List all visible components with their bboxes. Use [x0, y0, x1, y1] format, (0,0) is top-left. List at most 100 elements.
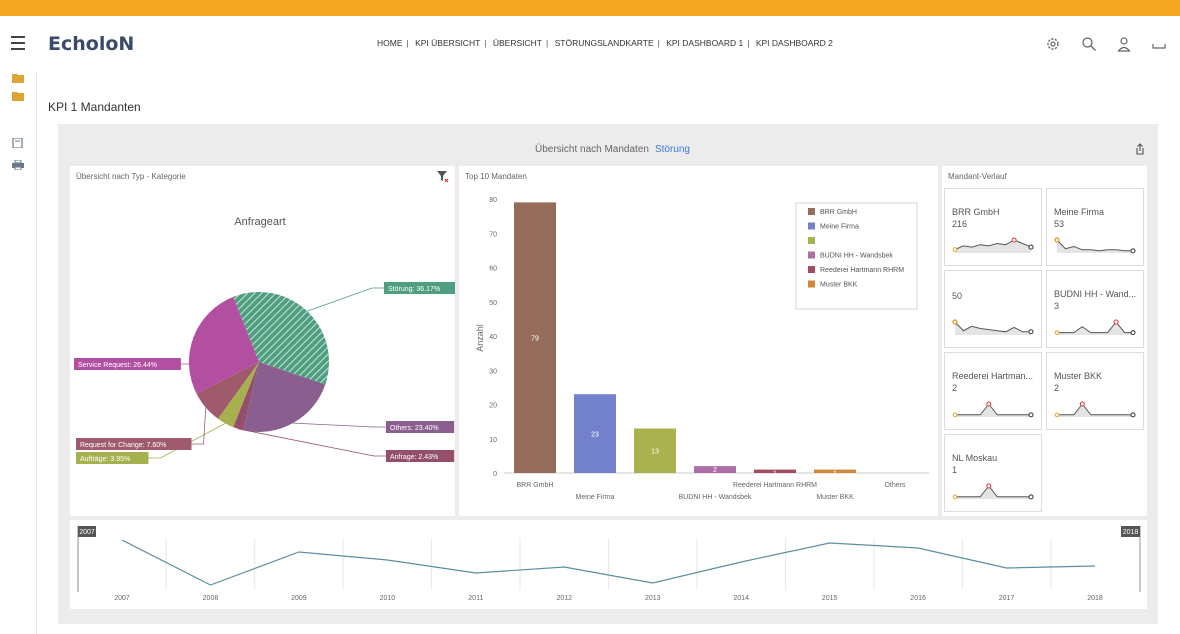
pie-slice-label: Others: 23.40% [390, 425, 439, 432]
sparkline-area [955, 240, 1031, 253]
bar-y-tick: 30 [489, 368, 497, 375]
sparkline-tile[interactable]: Reederei Hartman... 2 [944, 352, 1042, 430]
legend-label[interactable]: BUDNI HH - Wandsbek [820, 253, 893, 260]
sparkline-start-marker [1054, 412, 1060, 418]
sparkline-start-marker [952, 319, 958, 325]
expand-icon[interactable] [1151, 36, 1167, 52]
bar[interactable] [814, 469, 856, 473]
sparkline-name: BRR GmbH [952, 207, 1000, 217]
sparkline-tile[interactable]: Muster BKK 2 [1046, 352, 1144, 430]
sparkline-tile[interactable]: BRR GmbH 216 [944, 188, 1042, 266]
pie-slice[interactable] [233, 362, 259, 431]
sparkline-chart [952, 319, 1034, 335]
filter-link[interactable]: Störung [654, 144, 690, 155]
user-icon[interactable] [1116, 36, 1132, 52]
sparkline-value: 53 [1054, 219, 1065, 229]
sparkline-name: Muster BKK [1054, 371, 1103, 381]
pie-slice[interactable] [196, 362, 260, 419]
sparkline-tile[interactable]: Meine Firma 53 [1046, 188, 1144, 266]
legend-swatch [808, 237, 815, 244]
sparkline-name: NL Moskau [952, 453, 998, 463]
sparkline-end-marker [1028, 412, 1034, 418]
bar[interactable] [754, 469, 796, 473]
sparkline-line [955, 403, 1031, 416]
bar[interactable] [514, 202, 556, 473]
sparkline-line [954, 321, 1031, 333]
range-end-label: 2018 [1123, 529, 1139, 536]
pie-chart: Anfrageart Störung: 36.17% Others: 23.40%… [74, 216, 455, 464]
bar-category-label: Others [884, 482, 906, 489]
sparkline-end-marker [1130, 248, 1136, 254]
timeline-chart: 2007 2018 2007 2008 2009 2010 2011 2012 2013 2014… [77, 526, 1141, 602]
sparkline-tile[interactable]: NL Moskau 1 [944, 434, 1042, 512]
pie-leader-line [238, 428, 386, 457]
nav-home[interactable]: HOME [377, 38, 403, 48]
pie-label-box [74, 358, 181, 370]
pie-chart-title: Anfrageart [234, 216, 285, 228]
nav-kpi-dashboard-2[interactable]: KPI DASHBOARD 2 [755, 38, 833, 48]
timeline-x-tick: 2017 [999, 595, 1015, 602]
sparkline-area [1057, 404, 1133, 417]
bar-y-axis-label: Anzahl [475, 324, 485, 352]
bar-value-label: 79 [531, 336, 539, 343]
spark-card: Mandant-Verlauf BRR GmbH 216 Meine Firma 53… [942, 166, 1147, 516]
sparkline-value: 3 [1054, 301, 1060, 311]
pie-slice[interactable] [233, 291, 329, 385]
panel-title: Übersicht nach Mandaten Störung [535, 144, 690, 155]
sparkline-value: 2 [952, 383, 958, 393]
timeline-x-tick: 2008 [203, 595, 219, 602]
bar-category-label: BUDNI HH - Wandsbek [679, 494, 752, 501]
pie-slice[interactable] [218, 362, 259, 428]
timeline-x-tick: 2014 [733, 595, 749, 602]
menu-icon[interactable] [11, 36, 25, 50]
sparkline-value: 2 [1054, 383, 1060, 393]
filter-clear-icon[interactable] [437, 171, 449, 183]
sparkline-end-marker [1130, 330, 1136, 336]
bar[interactable] [574, 394, 616, 473]
bar[interactable] [634, 428, 676, 474]
print-icon[interactable] [12, 160, 24, 170]
share-icon[interactable] [1134, 143, 1146, 155]
nav-kpi-uebersicht[interactable]: KPI ÜBERSICHT [415, 38, 481, 48]
folder-icon[interactable] [12, 91, 24, 101]
bar-value-label: 2 [713, 467, 717, 474]
bar-y-tick: 80 [489, 197, 497, 204]
pie-leader-line [180, 337, 194, 365]
legend-label[interactable]: BRR GmbH [820, 209, 857, 216]
sparkline-start-marker [1054, 330, 1060, 335]
pie-slice-label: Anfrage: 2.43% [390, 454, 438, 461]
sparkline-chart [952, 237, 1034, 253]
sparkline-chart [952, 401, 1034, 418]
pie-slice-label: Service Request: 26.44% [78, 362, 157, 369]
sparkline-max-marker [986, 401, 992, 407]
nav-uebersicht[interactable]: ÜBERSICHT [492, 38, 542, 48]
legend-swatch [808, 266, 815, 273]
sparkline-tile[interactable]: BUDNI HH - Wand... 3 [1046, 270, 1144, 348]
sparkline-max-marker [986, 483, 992, 489]
pie-label-box [76, 438, 192, 450]
nav-kpi-dashboard-1[interactable]: KPI DASHBOARD 1 [666, 38, 744, 48]
book-icon[interactable] [12, 138, 24, 148]
sparkline-line [1057, 321, 1133, 334]
app-logo[interactable]: EcholoN [48, 33, 135, 55]
bar[interactable] [694, 466, 736, 473]
sparkline-tile[interactable]: 50 [944, 270, 1042, 348]
legend-label[interactable]: Muster BKK [820, 282, 858, 289]
sparkline-end-marker [1028, 244, 1034, 250]
pie-slice[interactable] [243, 362, 326, 432]
timeline-x-tick: 2016 [910, 595, 926, 602]
bar-y-tick: 70 [489, 231, 497, 238]
search-icon[interactable] [1081, 36, 1097, 52]
bar-y-tick: 60 [489, 266, 497, 273]
nav-stoerungslandkarte[interactable]: STÖRUNGSLANDKARTE [554, 38, 654, 48]
bar-card: Top 10 Mandaten Anzahl 0 10 20 30 40 50 60 70 80… [459, 166, 938, 516]
bar-category-label: Meine Firma [576, 494, 615, 501]
folder-icon[interactable] [12, 73, 24, 83]
bar-card-title: Top 10 Mandaten [465, 172, 527, 181]
pie-slice[interactable] [188, 296, 259, 394]
gear-icon[interactable] [1045, 36, 1061, 52]
legend-label[interactable]: Reederei Hartmann RHRM [820, 267, 904, 274]
legend-label[interactable]: Meine Firma [820, 224, 859, 231]
sparkline-line [954, 239, 1032, 250]
bar-value-label: 13 [651, 449, 659, 456]
